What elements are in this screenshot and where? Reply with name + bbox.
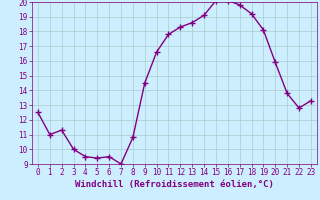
X-axis label: Windchill (Refroidissement éolien,°C): Windchill (Refroidissement éolien,°C) — [75, 180, 274, 189]
